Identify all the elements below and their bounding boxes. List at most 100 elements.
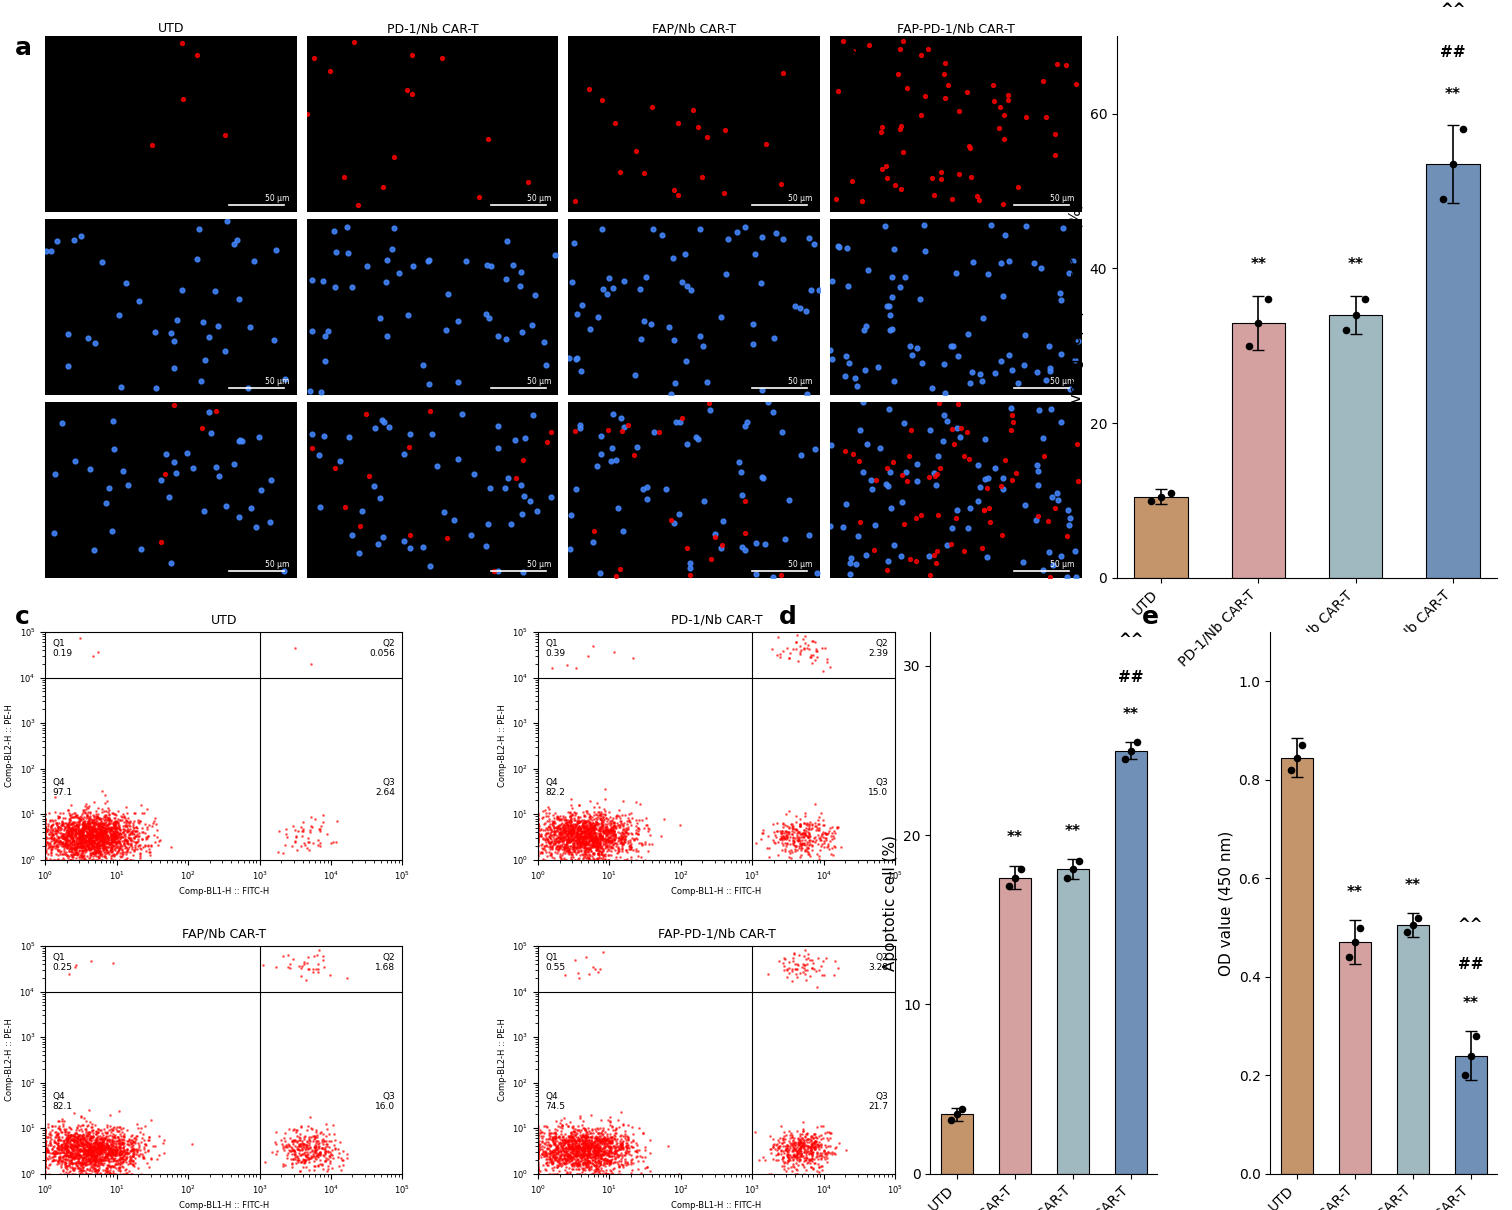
Point [107,1147,132,1166]
Point [553,812,578,831]
Point [587,839,611,858]
Point [596,836,620,855]
Point [89,834,113,853]
Point [569,1134,593,1153]
Point [290,812,314,831]
Point [552,820,576,840]
Point [544,822,569,841]
Point [86,1143,110,1163]
Point [85,828,109,847]
Point [33,1134,57,1153]
Point [538,840,562,859]
Point [600,1139,624,1158]
Point [780,842,804,862]
Point [570,837,594,857]
Point [605,1135,629,1154]
Point [41,836,65,855]
Point [71,823,95,842]
Point [579,1105,603,1124]
Point [60,829,85,848]
Point [823,1139,847,1158]
Point [552,1142,576,1162]
Point [85,1141,109,1160]
Point [588,839,612,858]
Point [788,963,812,983]
Point [83,818,107,837]
Point [612,849,637,869]
Point [803,828,827,847]
Point [95,1136,119,1156]
Point [48,824,73,843]
Point [581,820,605,840]
Point [617,840,641,859]
Point [615,811,640,830]
Point [581,834,605,853]
Point [774,823,798,842]
Point [82,819,106,839]
Point [319,834,343,853]
Point [33,1125,57,1145]
Point [567,1152,591,1171]
Point [541,1140,565,1159]
Point [290,1145,314,1164]
Point [85,822,109,841]
Point [33,1134,57,1153]
Point [121,818,145,837]
Point [572,1153,596,1172]
Point [50,813,74,832]
Point [776,649,800,668]
Point [794,964,818,984]
Point [113,808,138,828]
Point [777,1145,801,1164]
Point [565,812,590,831]
Point [584,825,608,845]
Point [91,813,115,832]
Point [575,1142,599,1162]
Point [590,1160,614,1180]
Point [597,828,621,847]
Point [71,1152,95,1171]
Point [100,1164,124,1183]
Point [44,813,68,832]
Point [552,840,576,859]
Point [68,1148,92,1168]
Point [570,295,594,315]
Point [95,818,119,837]
Point [541,834,565,853]
Point [97,478,121,497]
Point [1066,471,1090,490]
Point [51,1140,76,1159]
Point [54,820,79,840]
Point [76,839,100,858]
Point [97,1152,121,1171]
Point [567,807,591,826]
Point [581,818,605,837]
Point [41,834,65,853]
Point [584,814,608,834]
Point [45,842,70,862]
Point [565,819,590,839]
Point [664,413,688,432]
Point [82,1148,106,1168]
Point [103,812,127,831]
Point [74,1140,98,1159]
Point [626,1151,650,1170]
Point [916,467,940,486]
Point [526,1147,550,1166]
Point [543,1140,567,1159]
Point [791,825,815,845]
Point [310,1154,334,1174]
Point [181,459,206,478]
Point [106,823,130,842]
Point [65,819,89,839]
Point [116,1131,141,1151]
Point [313,1142,337,1162]
Point [53,830,77,849]
Point [558,813,582,832]
Point [624,1146,649,1165]
Point [789,836,813,855]
Point [541,808,565,828]
Point [83,843,107,863]
Point [620,824,644,843]
Point [60,1148,85,1168]
